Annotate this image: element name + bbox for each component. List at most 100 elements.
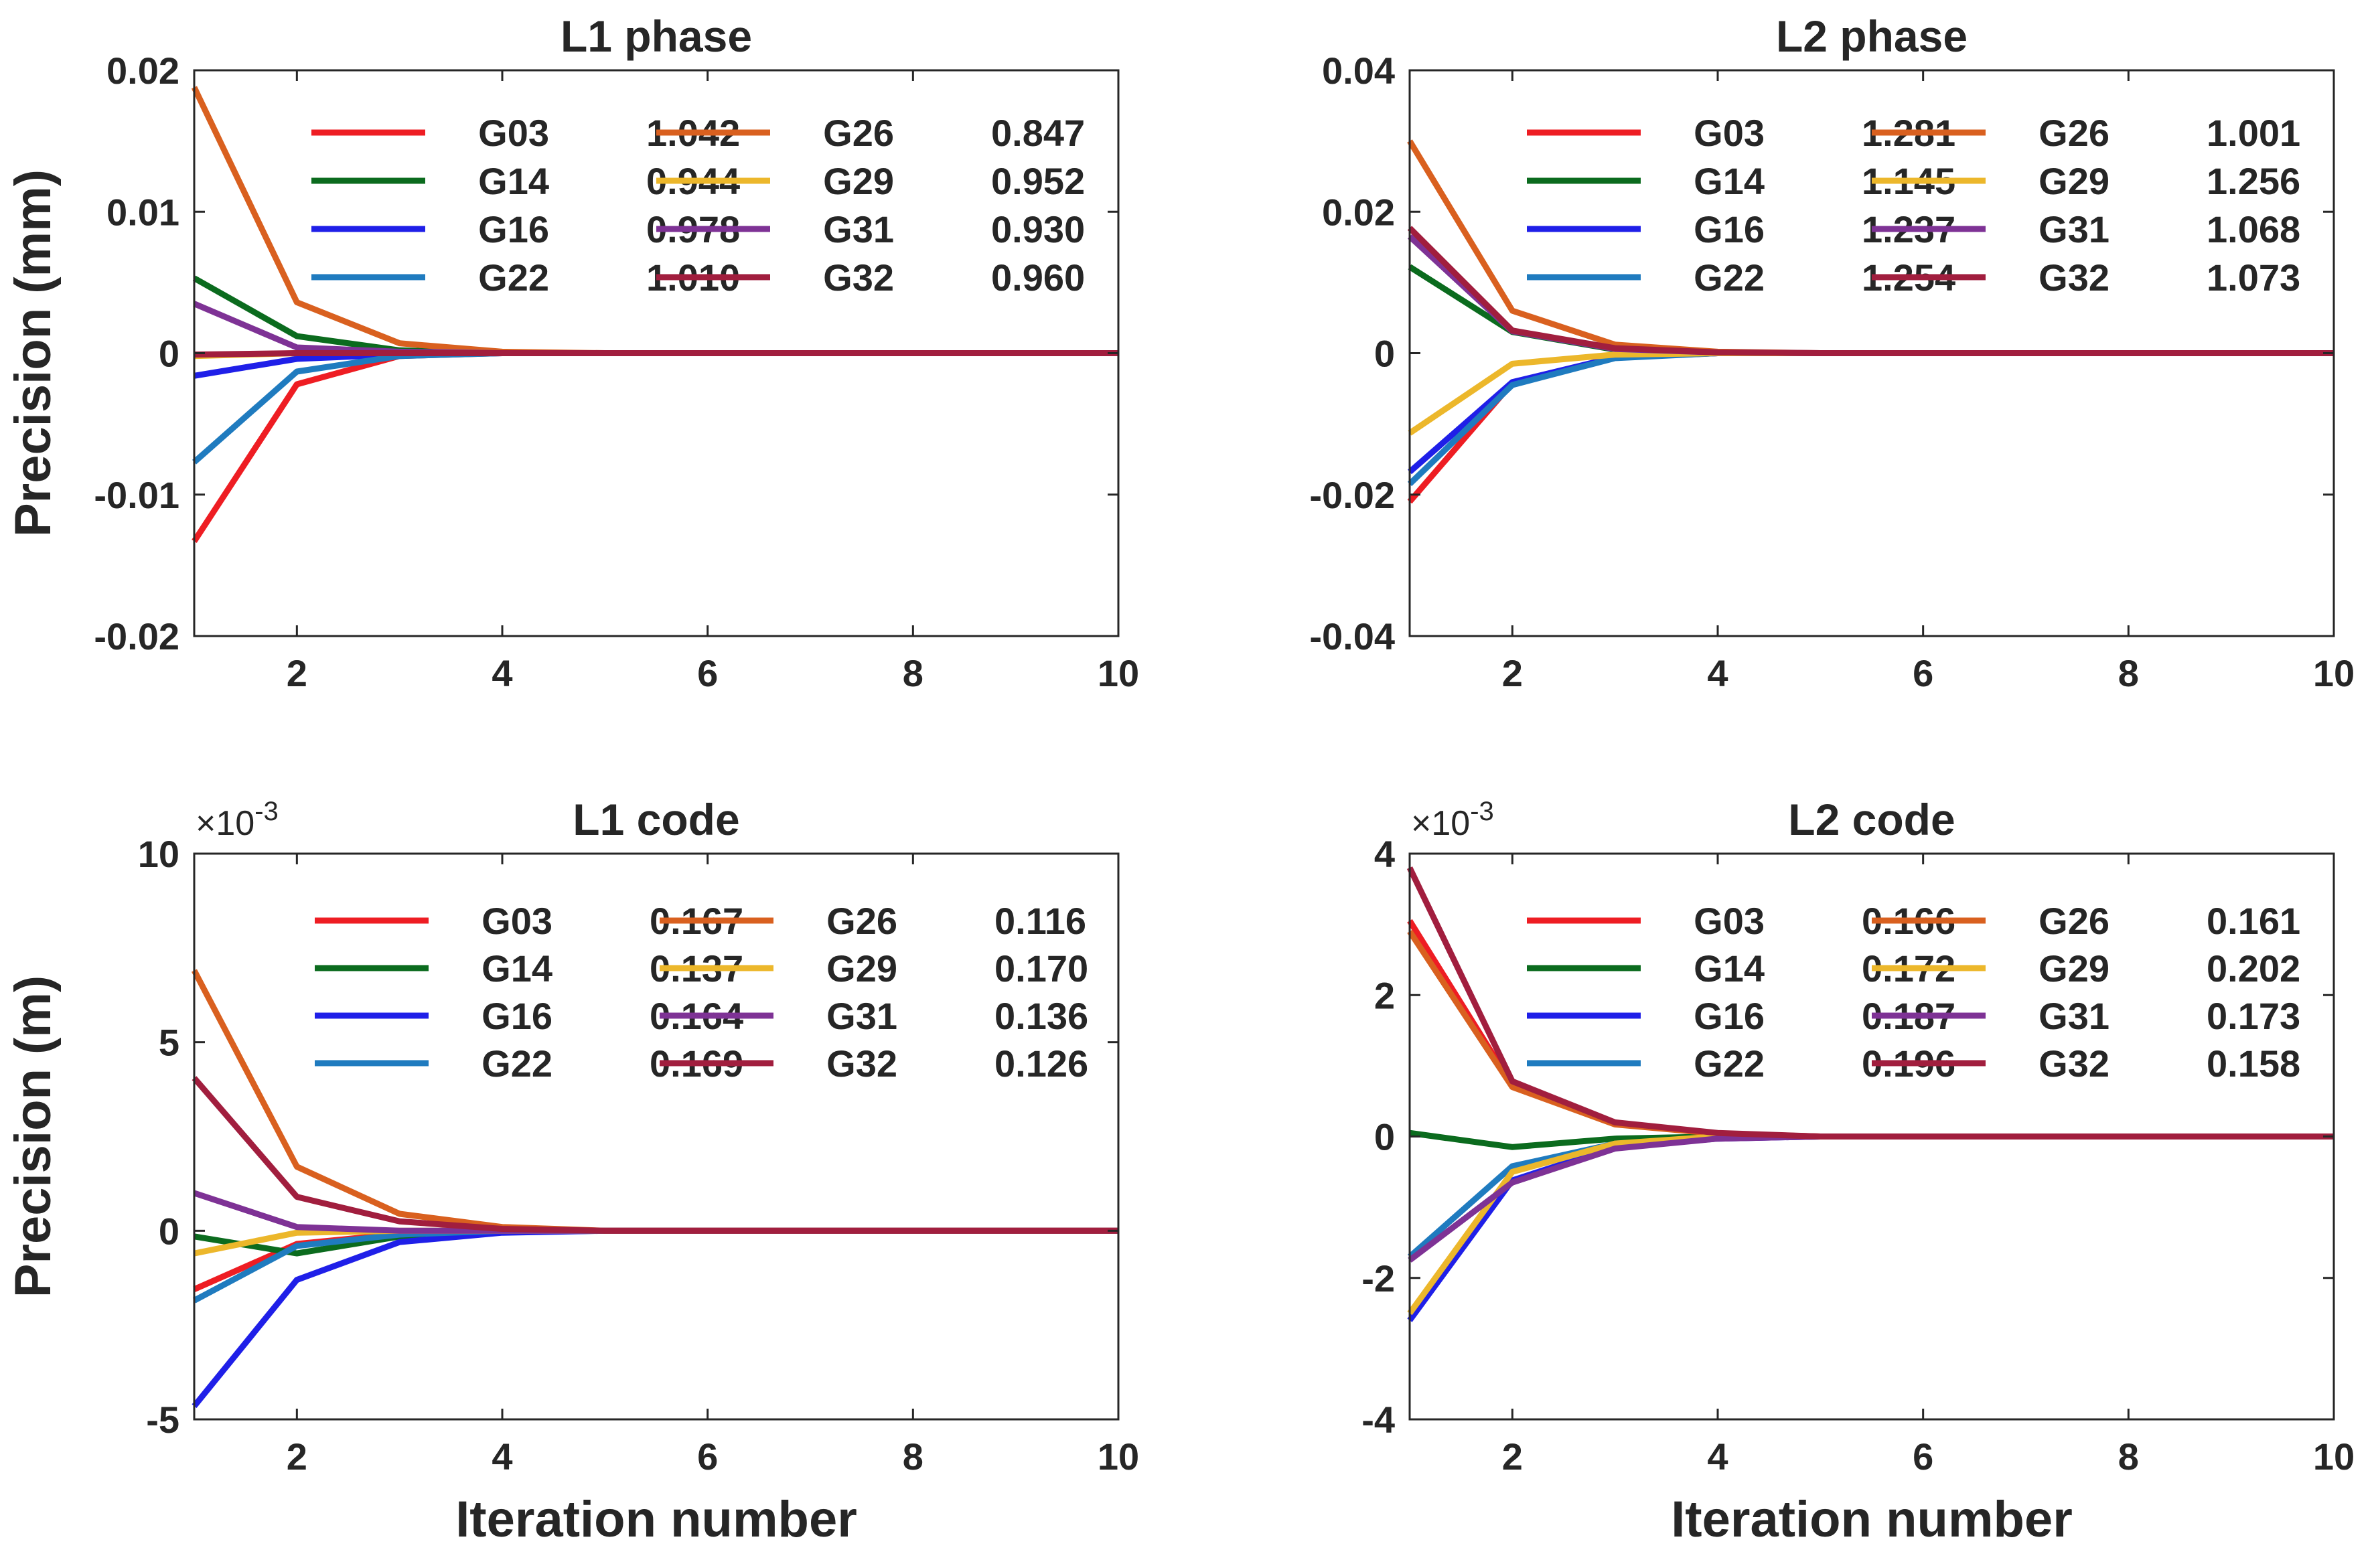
l1-code-legend-name-g14: G14: [481, 947, 552, 990]
l1-code-ytick-label: 0: [159, 1210, 179, 1252]
l1-code-xtick-label: 2: [287, 1435, 307, 1478]
l1-phase-legend-name-g32: G32: [823, 256, 894, 299]
l2-phase-xtick-label: 8: [2118, 652, 2139, 694]
l1-code-legend-name-g32: G32: [826, 1042, 897, 1085]
l2-phase-xtick-label: 10: [2313, 652, 2355, 694]
l2-phase-series-g29: [1408, 350, 2334, 436]
l2-code-title: L2 code: [1788, 795, 1955, 844]
l1-phase-series-g32: [194, 350, 1118, 358]
l2-phase-ytick-label: 0: [1374, 333, 1395, 375]
l1-phase-legend-value-g26: 0.847: [991, 112, 1085, 154]
l1-phase-ytick-label: -0.01: [94, 474, 179, 516]
l1-phase-xtick-label: 8: [903, 652, 923, 694]
l2-code-legend-value-g32: 0.158: [2207, 1042, 2300, 1085]
l1-phase-ytick-label: -0.02: [94, 615, 179, 657]
l1-code-legend-value-g29: 0.170: [994, 947, 1088, 990]
l1-code-xtick-label: 10: [1098, 1435, 1139, 1478]
l1-code-xlabel: Iteration number: [455, 1491, 857, 1548]
l1-phase-ylabel: Precision (mm): [5, 169, 62, 537]
l1-code-legend-name-g16: G16: [481, 995, 552, 1037]
l2-phase-ytick-label: 0.02: [1322, 191, 1395, 233]
l1-phase-xtick-label: 6: [697, 652, 718, 694]
l2-code-xtick-label: 6: [1913, 1435, 1933, 1478]
l2-code-series-g32: [1406, 866, 2334, 1140]
l2-code-series-g22: [1408, 1133, 2334, 1259]
l1-code-legend-name-g03: G03: [481, 900, 552, 942]
l2-phase-series-g22: [1407, 350, 2334, 487]
l1-phase-legend-value-g29: 0.952: [991, 160, 1085, 202]
l2-phase-legend-name-g22: G22: [1694, 256, 1765, 299]
l1-phase-legend-name-g31: G31: [823, 208, 894, 250]
l1-code-series-g31: [193, 1190, 1118, 1234]
l2-phase-legend-name-g03: G03: [1694, 112, 1765, 154]
l2-phase-legend-name-g32: G32: [2039, 256, 2109, 299]
l1-phase-ytick-label: 0.02: [106, 50, 179, 92]
l1-code-legend-name-g26: G26: [826, 900, 897, 942]
l1-code-axes-frame: [193, 852, 1120, 1421]
l1-code-legend-value-g26: 0.116: [994, 900, 1086, 942]
l1-code-legend-name-g31: G31: [826, 995, 897, 1037]
l2-code-legend-name-g22: G22: [1694, 1042, 1765, 1085]
l2-phase-ytick-label: -0.02: [1309, 474, 1395, 516]
l2-phase-xtick-label: 4: [1707, 652, 1728, 694]
l2-code-xtick-label: 8: [2118, 1435, 2139, 1478]
l1-code-xtick-label: 6: [697, 1435, 718, 1478]
l1-code-ylabel: Precision (m): [5, 975, 62, 1298]
l2-phase-legend-name-g16: G16: [1694, 208, 1765, 250]
l1-phase-xtick-label: 2: [287, 652, 307, 694]
l1-phase-series-g03: [192, 350, 1118, 543]
l2-code-xlabel: Iteration number: [1671, 1491, 2073, 1548]
l2-phase-legend-name-g29: G29: [2039, 160, 2109, 202]
l1-code-xtick-label: 4: [492, 1435, 512, 1478]
l2-code-ytick-label: -2: [1361, 1257, 1395, 1300]
l1-phase-ytick-label: 0.01: [106, 191, 179, 233]
l2-code-legend-name-g14: G14: [1694, 947, 1765, 990]
l2-code-ytick-label: 0: [1374, 1116, 1395, 1158]
l2-code-series-g31: [1408, 1133, 2334, 1263]
l1-phase-legend-name-g14: G14: [478, 160, 549, 202]
l1-phase-legend-value-g31: 0.930: [991, 208, 1085, 250]
l1-phase-series-g22: [192, 350, 1118, 465]
l1-code-legend-name-g29: G29: [826, 947, 897, 990]
l1-phase-legend-name-g16: G16: [478, 208, 549, 250]
l1-phase-legend-name-g03: G03: [478, 112, 549, 154]
l2-code-legend-name-g29: G29: [2039, 947, 2109, 990]
l2-phase-legend-name-g26: G26: [2039, 112, 2109, 154]
l1-code-series-g32: [192, 1076, 1118, 1234]
l1-code-legend-name-g22: G22: [481, 1042, 552, 1085]
l2-phase-ytick-label: -0.04: [1309, 615, 1395, 657]
l2-code-xtick-label: 4: [1707, 1435, 1728, 1478]
l2-code-xtick-label: 2: [1502, 1435, 1523, 1478]
l1-phase-legend-name-g22: G22: [478, 256, 549, 299]
l2-code-ytick-label: 4: [1374, 833, 1395, 875]
l2-code-series-g29: [1407, 1133, 2334, 1316]
l1-code-series-g16: [192, 1227, 1118, 1409]
l1-code-xtick-label: 8: [903, 1435, 923, 1478]
l1-code-title: L1 code: [573, 795, 739, 844]
l2-phase-legend-value-g29: 1.256: [2207, 160, 2300, 202]
l1-code-legend-value-g32: 0.126: [994, 1042, 1088, 1085]
l2-phase-ytick-label: 0.04: [1322, 50, 1395, 92]
l2-phase-legend-value-g32: 1.073: [2207, 256, 2300, 299]
l2-phase-series-g16: [1408, 350, 2334, 475]
l1-code-ytick-label: 10: [138, 833, 179, 875]
l1-phase-series-g31: [193, 301, 1118, 356]
l2-phase-legend-value-g26: 1.001: [2207, 112, 2300, 154]
l2-code-legend-name-g26: G26: [2039, 900, 2109, 942]
l2-phase-legend-name-g31: G31: [2039, 208, 2109, 250]
l2-code-legend-value-g31: 0.173: [2207, 995, 2300, 1037]
l2-code-exponent-label: ×10-3: [1411, 797, 1494, 843]
l1-phase-xtick-label: 10: [1098, 652, 1139, 694]
l2-code-legend-name-g03: G03: [1694, 900, 1765, 942]
l1-phase-ytick-label: 0: [159, 333, 179, 375]
l2-code-legend-name-g31: G31: [2039, 995, 2109, 1037]
l1-phase-legend-name-g26: G26: [823, 112, 894, 154]
l2-phase-title: L2 phase: [1776, 11, 1968, 61]
l2-code-legend-name-g16: G16: [1694, 995, 1765, 1037]
l1-code-ytick-label: 5: [159, 1022, 179, 1064]
l2-phase-legend-name-g14: G14: [1694, 160, 1765, 202]
l2-code-ytick-label: -4: [1361, 1399, 1395, 1441]
l2-code-legend-value-g26: 0.161: [2207, 900, 2300, 942]
l2-phase-legend-value-g31: 1.068: [2207, 208, 2300, 250]
